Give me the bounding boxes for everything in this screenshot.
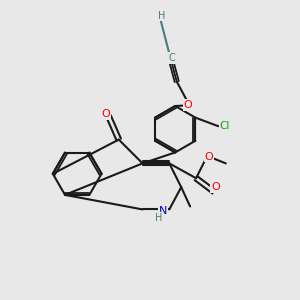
Text: N: N <box>159 206 167 216</box>
Text: Cl: Cl <box>220 121 230 130</box>
Text: O: O <box>205 152 213 161</box>
Text: O: O <box>211 182 220 192</box>
Text: H: H <box>158 11 166 21</box>
Text: H: H <box>155 213 163 223</box>
Text: C: C <box>169 53 176 63</box>
Text: O: O <box>101 109 110 119</box>
Text: O: O <box>184 100 192 110</box>
